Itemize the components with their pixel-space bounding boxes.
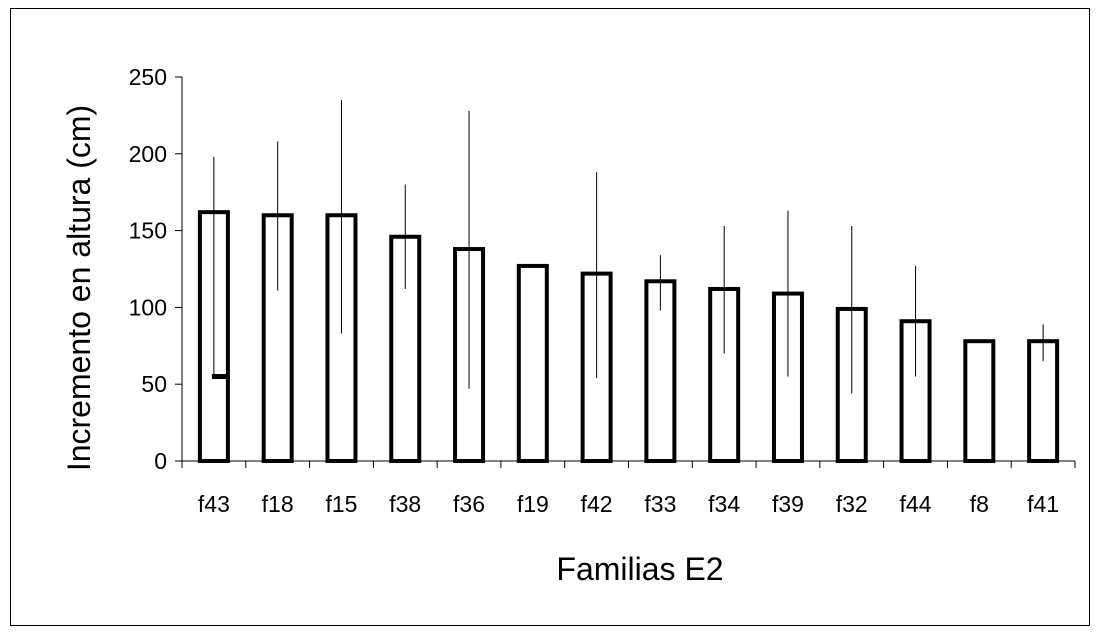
- x-tick-label-f32: f32: [836, 491, 868, 517]
- x-tick-label-f44: f44: [900, 491, 932, 517]
- axes-layer: [175, 76, 1076, 468]
- x-tick-label-f36: f36: [453, 491, 485, 517]
- x-tick-label-f15: f15: [325, 491, 357, 517]
- bar-f15: [325, 213, 358, 463]
- x-tick-label-f18: f18: [262, 491, 294, 517]
- y-tick-label-200: 200: [129, 141, 167, 167]
- x-tick-label-f8: f8: [970, 491, 989, 517]
- x-axis-title: Familias E2: [556, 551, 723, 587]
- x-tick-label-f34: f34: [708, 491, 740, 517]
- x-tick-label-f42: f42: [581, 491, 613, 517]
- x-tick-label-f43: f43: [198, 491, 230, 517]
- x-tick-label-f19: f19: [517, 491, 549, 517]
- bar-f19: [516, 263, 549, 464]
- bar-f33: [644, 279, 677, 463]
- y-tick-label-0: 0: [154, 448, 167, 474]
- y-tick-label-50: 50: [141, 371, 167, 397]
- y-tick-label-100: 100: [129, 294, 167, 320]
- x-tick-label-f41: f41: [1027, 491, 1059, 517]
- y-tick-label-250: 250: [129, 64, 167, 90]
- bar-f8: [963, 339, 996, 463]
- y-tick-label-150: 150: [129, 218, 167, 244]
- x-tick-label-f33: f33: [644, 491, 676, 517]
- error-bars-layer: [211, 100, 1044, 394]
- chart-frame: [10, 8, 1090, 626]
- x-tick-label-f39: f39: [772, 491, 804, 517]
- y-axis-title: Incremento en altura (cm): [61, 105, 97, 471]
- bars-layer: [197, 210, 1060, 464]
- x-tick-label-f38: f38: [389, 491, 421, 517]
- labels-layer: f43 f18 f15 f38 f36 f19 f42 f33 f34 f39 f32 f44 f8 f4…: [129, 64, 1059, 517]
